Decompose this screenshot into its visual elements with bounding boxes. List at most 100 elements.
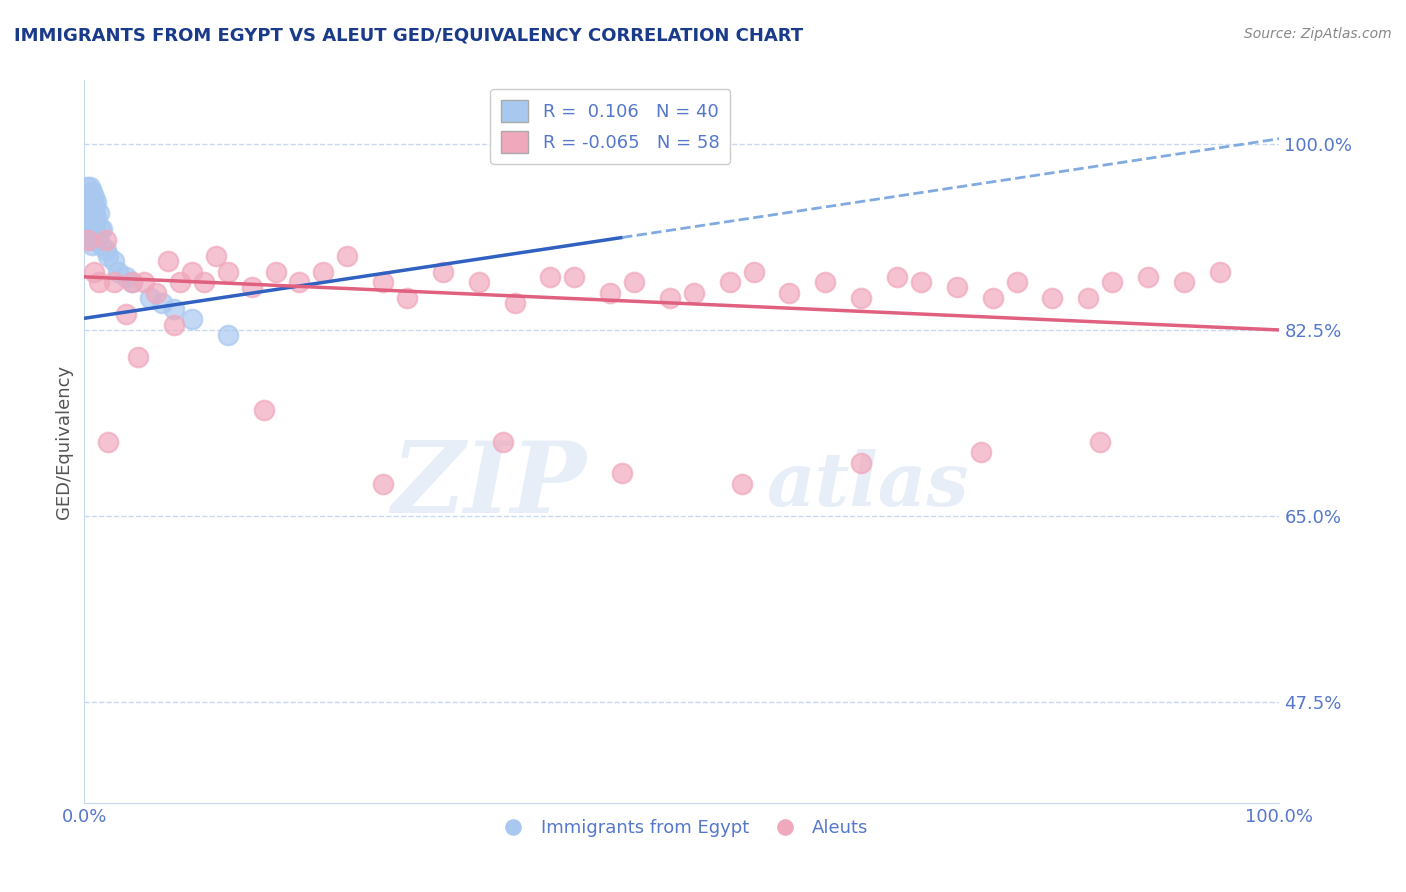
Point — [80, 201, 103, 215]
Point — [89, 222, 111, 236]
Point — [814, 275, 837, 289]
Point — [886, 269, 908, 284]
Point — [1101, 275, 1123, 289]
Point — [851, 456, 873, 470]
Point — [181, 312, 204, 326]
Point — [82, 195, 104, 210]
Point — [80, 238, 103, 252]
Point — [217, 264, 239, 278]
Point — [851, 291, 873, 305]
Point — [1077, 291, 1099, 305]
Point — [139, 291, 162, 305]
Point — [103, 254, 125, 268]
Text: Source: ZipAtlas.com: Source: ZipAtlas.com — [1244, 27, 1392, 41]
Point — [946, 280, 969, 294]
Point — [145, 285, 167, 300]
Point — [373, 477, 395, 491]
Point — [107, 264, 129, 278]
Point — [86, 195, 108, 210]
Point — [240, 280, 263, 294]
Point — [1090, 434, 1112, 449]
Point — [217, 328, 239, 343]
Point — [264, 264, 287, 278]
Point — [132, 275, 156, 289]
Point — [77, 190, 100, 204]
Point — [84, 217, 107, 231]
Point — [981, 291, 1004, 305]
Point — [193, 275, 215, 289]
Point — [86, 233, 108, 247]
Point — [336, 249, 359, 263]
Point — [77, 211, 100, 226]
Point — [127, 350, 149, 364]
Point — [779, 285, 801, 300]
Point — [115, 269, 138, 284]
Point — [77, 201, 100, 215]
Point — [77, 233, 100, 247]
Point — [84, 201, 107, 215]
Point — [683, 285, 706, 300]
Point — [163, 318, 186, 332]
Point — [79, 211, 101, 226]
Point — [468, 275, 491, 289]
Point — [731, 477, 754, 491]
Point — [1137, 269, 1160, 284]
Point — [492, 434, 515, 449]
Point — [432, 264, 454, 278]
Text: atlas: atlas — [766, 449, 969, 521]
Point — [121, 275, 143, 289]
Point — [115, 307, 138, 321]
Point — [80, 217, 103, 231]
Point — [77, 222, 100, 236]
Point — [205, 249, 228, 263]
Point — [181, 264, 204, 278]
Point — [86, 211, 108, 226]
Point — [312, 264, 335, 278]
Point — [91, 222, 114, 236]
Y-axis label: GED/Equivalency: GED/Equivalency — [55, 365, 73, 518]
Point — [623, 275, 645, 289]
Point — [83, 206, 105, 220]
Point — [87, 206, 110, 220]
Point — [83, 264, 105, 278]
Point — [94, 233, 117, 247]
Point — [97, 249, 120, 263]
Point — [1005, 275, 1028, 289]
Point — [1173, 275, 1195, 289]
Text: IMMIGRANTS FROM EGYPT VS ALEUT GED/EQUIVALENCY CORRELATION CHART: IMMIGRANTS FROM EGYPT VS ALEUT GED/EQUIV… — [14, 27, 803, 45]
Text: ZIP: ZIP — [391, 437, 586, 533]
Point — [97, 434, 120, 449]
Point — [540, 269, 562, 284]
Point — [253, 402, 276, 417]
Point — [503, 296, 526, 310]
Point — [87, 275, 110, 289]
Point — [82, 227, 104, 242]
Point — [970, 445, 993, 459]
Point — [157, 254, 180, 268]
Point — [612, 467, 634, 481]
Point — [599, 285, 621, 300]
Point — [80, 185, 103, 199]
Point — [718, 275, 741, 289]
Point — [79, 227, 101, 242]
Point — [1042, 291, 1064, 305]
Point — [82, 211, 104, 226]
Point — [659, 291, 682, 305]
Point — [163, 301, 186, 316]
Point — [90, 238, 112, 252]
Point — [1209, 264, 1232, 278]
Point — [77, 233, 100, 247]
Point — [150, 296, 173, 310]
Legend: Immigrants from Egypt, Aleuts: Immigrants from Egypt, Aleuts — [488, 812, 876, 845]
Point — [396, 291, 419, 305]
Point — [121, 275, 143, 289]
Point — [83, 222, 105, 236]
Point — [94, 244, 117, 258]
Point — [373, 275, 395, 289]
Point — [103, 275, 125, 289]
Point — [169, 275, 191, 289]
Point — [288, 275, 311, 289]
Point — [83, 190, 105, 204]
Point — [564, 269, 586, 284]
Point — [910, 275, 932, 289]
